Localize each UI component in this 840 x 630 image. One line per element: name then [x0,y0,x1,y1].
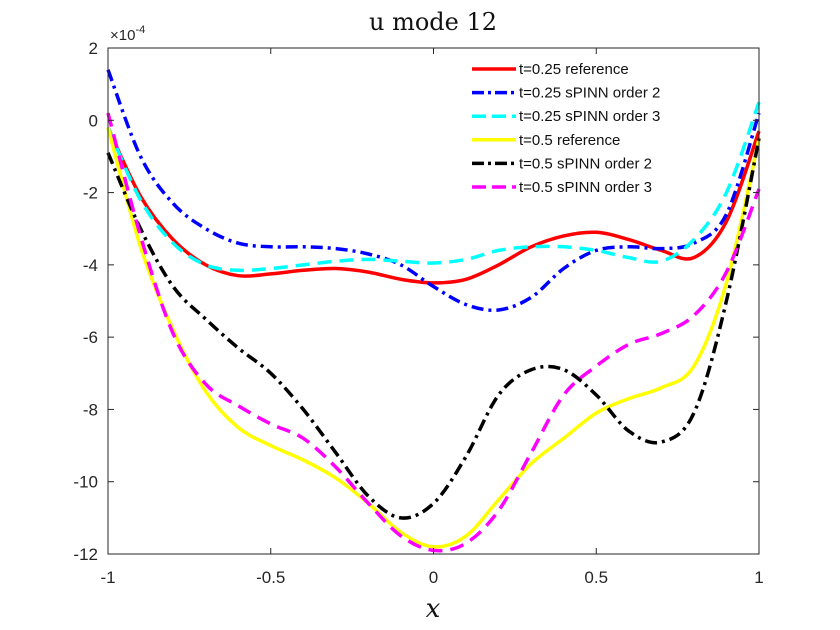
y-multiplier: ×10-4 [110,24,145,44]
series-line-6 [106,112,761,553]
tick-layer: -1 -0.5 0 0.5 1 -12 -10 -8 -6 -4 -2 0 2 [73,39,763,587]
legend-label-5: t=0.5 sPINN order 2 [519,155,652,172]
legend-label-2: t=0.25 sPINN order 2 [519,85,660,102]
y-tick-label: 2 [89,39,98,58]
series-line-5 [106,138,761,520]
x-tick-label: 1 [754,568,763,587]
x-tick-label: -1 [100,568,115,587]
series-line-3 [106,101,761,273]
series-line-2 [106,69,761,313]
series-line-4 [106,127,761,549]
chart-title: u mode 12 [369,8,497,36]
x-tick-label: 0.5 [584,568,608,587]
legend-label-4: t=0.5 reference [519,132,620,149]
series-layer [106,69,761,553]
y-tick-label: -4 [83,256,98,275]
y-tick-label: -10 [73,473,98,492]
y-tick-label: -6 [83,328,98,347]
y-tick-label: -2 [83,184,98,203]
y-tick-label: -8 [83,400,98,419]
y-multiplier-exponent: -4 [135,24,145,36]
y-tick-label: -12 [73,545,98,564]
legend-label-3: t=0.25 sPINN order 3 [519,108,660,125]
legend-label-6: t=0.5 sPINN order 3 [519,179,652,196]
x-tick-label: 0 [429,568,438,587]
y-multiplier-base: ×10 [110,27,135,44]
legend: t=0.25 reference t=0.25 sPINN order 2 t=0.… [466,56,706,212]
y-tick-label: 0 [89,111,98,130]
legend-label-1: t=0.25 reference [519,61,629,78]
x-axis-label: x [426,594,441,624]
x-tick-label: -0.5 [256,568,285,587]
